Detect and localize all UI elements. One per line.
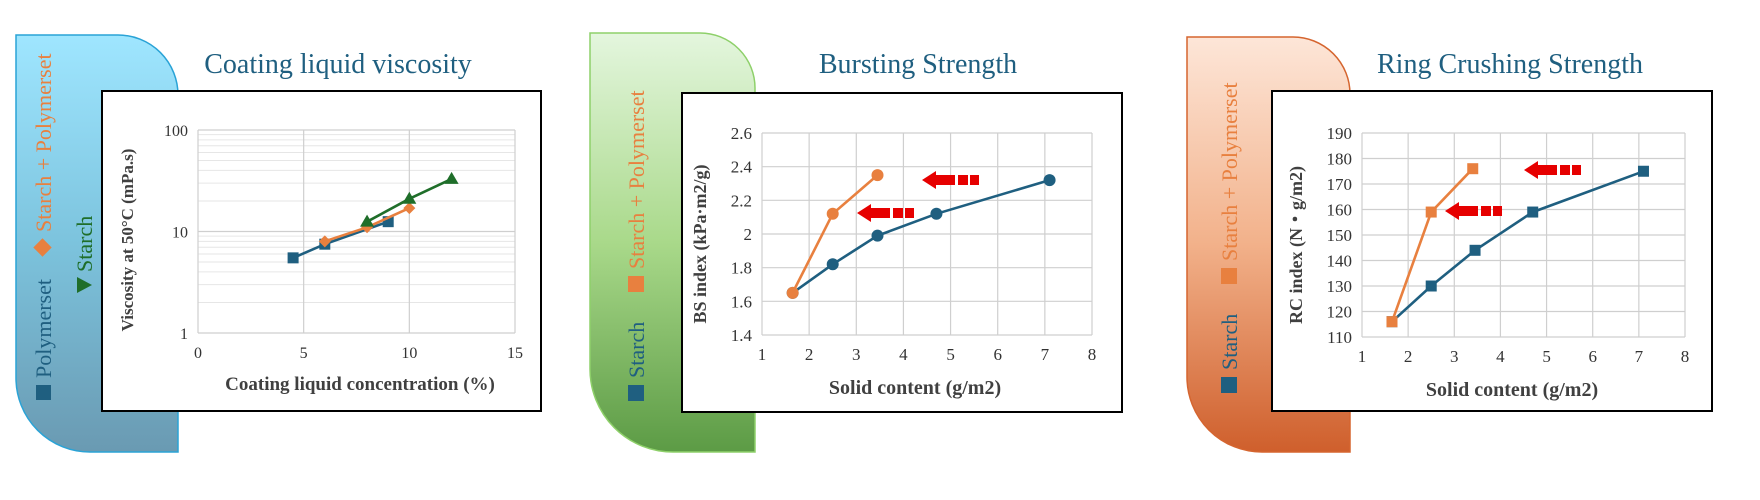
y-tick-label: 1.6 bbox=[731, 292, 752, 311]
y-tick-label: 1 bbox=[180, 326, 188, 343]
y-tick-label: 150 bbox=[1327, 226, 1353, 245]
y-axis-title: RC index (N・g/m2) bbox=[1286, 166, 1307, 324]
legend-label-starch: Starch bbox=[72, 216, 97, 272]
legend-label-starch-polymerset: Starch + Polymerset bbox=[31, 53, 56, 232]
plot-viscosity: 1 10 100 0 5 10 15 Coating liquid concentration… bbox=[118, 123, 523, 395]
x-tick-label: 7 bbox=[1635, 347, 1644, 366]
legend-marker-starch-polymerset bbox=[33, 238, 52, 257]
x-tick-label: 5 bbox=[1542, 347, 1551, 366]
x-axis-title: Solid content (g/m2) bbox=[829, 377, 1001, 399]
data-point bbox=[786, 286, 799, 299]
x-axis-title: Coating liquid concentration (%) bbox=[225, 374, 495, 395]
x-tick-label: 2 bbox=[1404, 347, 1413, 366]
legend-marker-starch-polymerset bbox=[1221, 268, 1237, 284]
x-tick-label: 1 bbox=[758, 345, 767, 364]
x-tick-label: 8 bbox=[1088, 345, 1097, 364]
legend-bursting: Starch Starch + Polymerset bbox=[624, 90, 649, 401]
x-tick-label: 8 bbox=[1681, 347, 1690, 366]
x-tick-label: 1 bbox=[1358, 347, 1367, 366]
chart-title-viscosity: Coating liquid viscosity bbox=[204, 49, 472, 80]
x-axis-title: Solid content (g/m2) bbox=[1426, 379, 1598, 401]
data-point bbox=[1386, 316, 1398, 328]
legend-label-starch-polymerset: Starch + Polymerset bbox=[624, 90, 649, 269]
data-point bbox=[1637, 165, 1649, 177]
y-tick-label: 10 bbox=[172, 225, 188, 242]
data-point bbox=[826, 207, 839, 220]
x-tick-label: 15 bbox=[507, 345, 523, 362]
chart-title-bursting: Bursting Strength bbox=[819, 49, 1017, 80]
trend-arrow-icon bbox=[1445, 202, 1502, 220]
x-tick-label: 7 bbox=[1041, 345, 1050, 364]
plot-ring-crushing: 110 120 130 140 150 160 170 180 190 1 2 3 4 5 6 7 8 Solid… bbox=[1286, 124, 1689, 401]
data-point bbox=[826, 258, 839, 271]
x-tick-label: 6 bbox=[993, 345, 1002, 364]
y-tick-label: 2.2 bbox=[731, 191, 752, 210]
x-tick-label: 6 bbox=[1588, 347, 1597, 366]
data-point bbox=[930, 207, 943, 220]
plot-bursting: 1.4 1.6 1.8 2 2.2 2.4 2.6 1 2 3 4 5 6 7 8 Solid content… bbox=[690, 124, 1096, 399]
y-tick-label: 190 bbox=[1327, 124, 1353, 143]
data-point bbox=[871, 169, 884, 182]
chart-frame-viscosity bbox=[101, 90, 542, 412]
data-point bbox=[318, 235, 331, 248]
x-tick-label: 4 bbox=[899, 345, 908, 364]
legend-label-starch-polymerset: Starch + Polymerset bbox=[1217, 82, 1242, 261]
legend-marker-starch bbox=[628, 385, 644, 401]
y-tick-label: 170 bbox=[1327, 175, 1353, 194]
data-point bbox=[871, 229, 884, 242]
legend-viscosity: Polymerset Starch + Polymerset Starch bbox=[31, 53, 97, 400]
x-tick-label: 4 bbox=[1496, 347, 1505, 366]
y-tick-label: 180 bbox=[1327, 150, 1353, 169]
y-tick-label: 110 bbox=[1327, 328, 1352, 347]
x-tick-label: 3 bbox=[1450, 347, 1459, 366]
y-tick-label: 1.4 bbox=[731, 326, 753, 345]
panel-viscosity: Coating liquid viscosity Polymerset Star… bbox=[15, 34, 542, 453]
data-point bbox=[360, 214, 375, 227]
data-point bbox=[444, 171, 459, 184]
y-tick-label: 130 bbox=[1327, 277, 1353, 296]
y-tick-label: 2.4 bbox=[731, 158, 753, 177]
data-point bbox=[382, 216, 394, 228]
y-axis-title: Viscosity at 50°C (mPa.s) bbox=[118, 149, 137, 332]
y-tick-label: 120 bbox=[1327, 303, 1353, 322]
data-point bbox=[287, 252, 299, 264]
x-tick-label: 3 bbox=[852, 345, 861, 364]
y-tick-label: 2.6 bbox=[731, 124, 752, 143]
panel-bursting: Bursting Strength Starch Starch + Polyme… bbox=[589, 32, 1123, 453]
legend-ring-crushing: Starch Starch + Polymerset bbox=[1217, 82, 1242, 393]
panel-ring-crushing: Ring Crushing Strength Starch Starch + P… bbox=[1186, 36, 1713, 453]
data-point bbox=[1425, 206, 1437, 218]
data-point bbox=[1469, 244, 1481, 256]
data-point bbox=[1425, 280, 1437, 292]
x-tick-label: 0 bbox=[194, 345, 202, 362]
x-tick-label: 2 bbox=[805, 345, 814, 364]
chart-frame-bursting bbox=[681, 92, 1123, 413]
trend-arrow-icon bbox=[857, 204, 914, 222]
y-tick-label: 160 bbox=[1327, 201, 1353, 220]
legend-marker-starch-polymerset bbox=[628, 276, 644, 292]
chart-title-ring-crushing: Ring Crushing Strength bbox=[1377, 49, 1643, 80]
legend-label-starch: Starch bbox=[1217, 314, 1242, 370]
legend-label-starch: Starch bbox=[624, 322, 649, 378]
x-tick-label: 5 bbox=[300, 345, 308, 362]
data-point bbox=[1467, 163, 1479, 175]
y-tick-label: 1.8 bbox=[731, 259, 752, 278]
legend-label-polymerset: Polymerset bbox=[31, 279, 56, 378]
data-point bbox=[1043, 174, 1056, 187]
data-point bbox=[402, 191, 417, 204]
data-point bbox=[403, 202, 416, 215]
trend-arrow-icon bbox=[1524, 161, 1581, 179]
x-tick-label: 10 bbox=[401, 345, 417, 362]
y-axis-title: BS index (kPa·m2/g) bbox=[690, 164, 711, 323]
legend-marker-starch bbox=[77, 277, 92, 293]
legend-marker-polymerset bbox=[36, 385, 51, 400]
y-tick-label: 2 bbox=[744, 225, 753, 244]
trend-arrow-icon bbox=[922, 171, 979, 189]
y-tick-label: 140 bbox=[1327, 252, 1353, 271]
data-point bbox=[1527, 206, 1539, 218]
y-tick-label: 100 bbox=[164, 123, 188, 140]
x-tick-label: 5 bbox=[946, 345, 955, 364]
legend-marker-starch bbox=[1221, 377, 1237, 393]
